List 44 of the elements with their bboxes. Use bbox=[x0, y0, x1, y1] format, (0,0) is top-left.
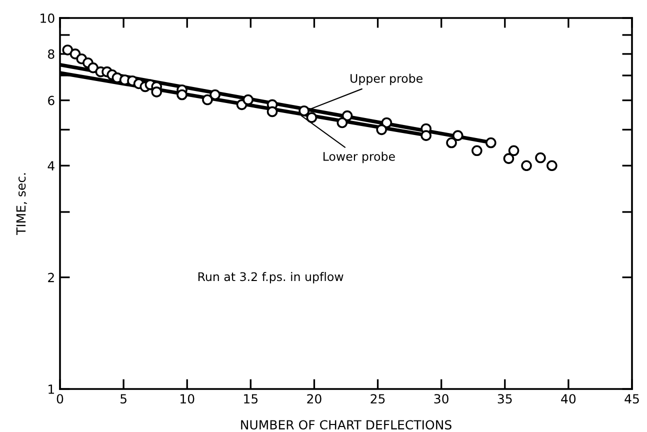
point bbox=[521, 160, 532, 172]
point bbox=[176, 89, 188, 100]
x-tick-label: 40 bbox=[561, 394, 576, 404]
point bbox=[306, 112, 318, 123]
y-tick-label: 4 bbox=[48, 161, 54, 170]
point bbox=[446, 137, 457, 148]
y-tick-label: 6 bbox=[48, 96, 54, 106]
point bbox=[298, 105, 310, 116]
annotation: Run at 3.2 f.ps. in upflow bbox=[198, 272, 344, 284]
point bbox=[503, 153, 514, 164]
point bbox=[342, 110, 353, 122]
annotation: Upper probe bbox=[350, 74, 422, 86]
y-tick-label: 8 bbox=[48, 49, 54, 59]
x-tick-label: 20 bbox=[307, 394, 322, 404]
x-tick-label: 25 bbox=[370, 394, 385, 404]
x-axis-title: NUMBER OF CHART DEFLECTIONS bbox=[241, 420, 452, 430]
point bbox=[336, 117, 348, 128]
point bbox=[452, 130, 464, 141]
point bbox=[535, 152, 546, 164]
y-tick-label: 2 bbox=[48, 272, 54, 282]
point bbox=[381, 117, 392, 128]
x-tick-label: 45 bbox=[624, 394, 639, 404]
x-tick-label: 10 bbox=[180, 394, 194, 404]
point bbox=[486, 137, 496, 148]
x-tick-label: 0 bbox=[56, 394, 64, 404]
point bbox=[151, 86, 162, 98]
point bbox=[376, 124, 387, 136]
point bbox=[508, 145, 520, 156]
x-tick-label: 30 bbox=[434, 394, 448, 404]
point bbox=[242, 94, 254, 106]
annotation: Lower probe bbox=[324, 152, 395, 164]
point bbox=[266, 106, 278, 118]
point bbox=[420, 130, 432, 141]
y-tick-label: 1 bbox=[48, 384, 54, 394]
x-tick-label: 35 bbox=[498, 394, 512, 404]
x-tick-label: 15 bbox=[244, 394, 258, 404]
point bbox=[202, 94, 213, 106]
point bbox=[472, 145, 482, 156]
y-axis-title: TIME, sec. bbox=[16, 173, 27, 236]
x-tick-label: 5 bbox=[120, 394, 126, 404]
point bbox=[546, 160, 558, 172]
point bbox=[62, 44, 74, 56]
y-tick-label: 10 bbox=[40, 13, 54, 23]
point bbox=[88, 62, 98, 74]
